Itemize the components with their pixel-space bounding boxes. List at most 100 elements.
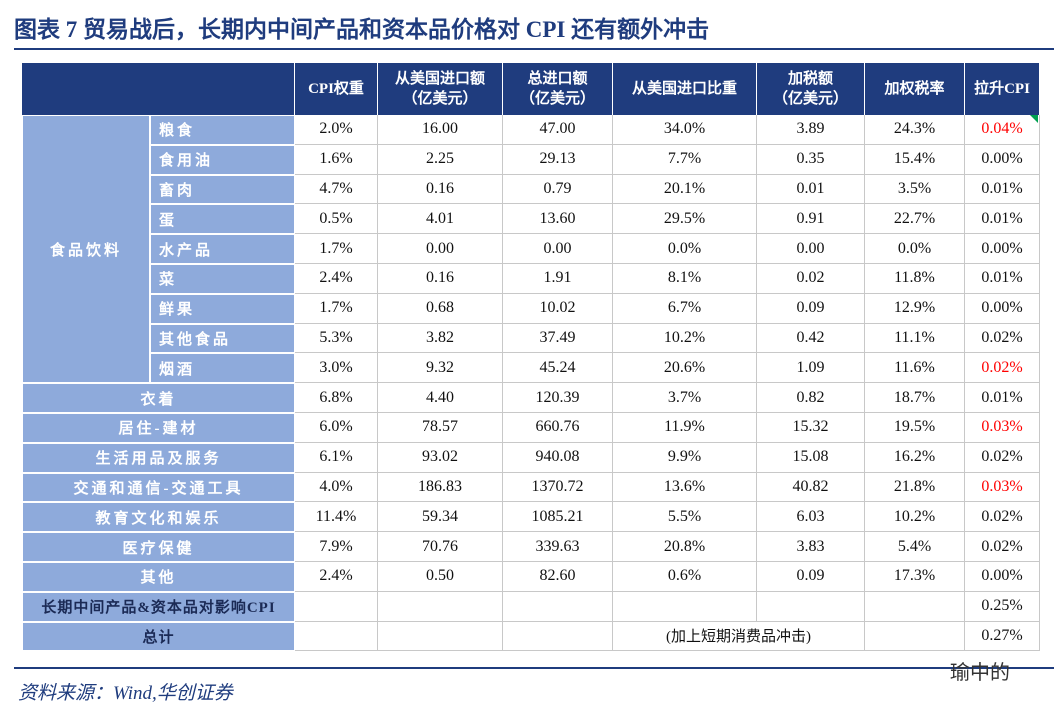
row-label: 食用油 xyxy=(150,144,295,175)
data-cell: 3.7% xyxy=(613,383,757,413)
column-header: CPI权重 xyxy=(295,63,378,115)
data-cell: 13.60 xyxy=(503,204,613,235)
data-cell: 15.4% xyxy=(865,144,965,175)
data-cell: 24.3% xyxy=(865,115,965,145)
header-line: （亿美元） xyxy=(519,91,595,107)
summary-label: 长期中间产品&资本品对影响CPI xyxy=(22,591,295,622)
column-header: 总进口额 （亿美元） xyxy=(503,63,613,115)
data-cell: 0.5% xyxy=(295,204,378,235)
data-cell: 2.4% xyxy=(295,562,378,592)
data-cell: 2.0% xyxy=(295,115,378,145)
data-cell: 19.5% xyxy=(865,413,965,443)
data-cell: 47.00 xyxy=(503,115,613,145)
data-cell: 1.7% xyxy=(295,293,378,324)
header-line: 加税额 xyxy=(787,71,833,87)
data-cell: 0.50 xyxy=(378,562,503,592)
row-label: 交通和通信-交通工具 xyxy=(22,472,295,503)
data-cell: 1.7% xyxy=(295,234,378,264)
data-cell: 0.01% xyxy=(965,383,1040,413)
data-cell: 0.00% xyxy=(965,293,1040,324)
data-cell: 0.00 xyxy=(503,234,613,264)
data-cell: 0.03% xyxy=(965,413,1040,443)
data-cell: 660.76 xyxy=(503,413,613,443)
summary-label: 总计 xyxy=(22,621,295,652)
data-cell: 1.09 xyxy=(757,353,865,384)
data-cell: 6.7% xyxy=(613,293,757,324)
data-cell: 10.02 xyxy=(503,293,613,324)
data-cell: 3.89 xyxy=(757,115,865,145)
data-cell: 0.03% xyxy=(965,472,1040,503)
data-cell: 45.24 xyxy=(503,353,613,384)
data-cell: 0.02% xyxy=(965,353,1040,384)
data-cell: 15.32 xyxy=(757,413,865,443)
data-cell: 8.1% xyxy=(613,264,757,294)
empty-cell xyxy=(865,591,965,622)
data-cell: 186.83 xyxy=(378,472,503,503)
data-cell: 16.2% xyxy=(865,442,965,473)
header-line: 从美国进口额 xyxy=(394,71,485,87)
header-line: （亿美元） xyxy=(402,91,478,107)
data-cell: 11.8% xyxy=(865,264,965,294)
data-cell: 6.03 xyxy=(757,502,865,533)
data-cell: 1.91 xyxy=(503,264,613,294)
data-cell: 6.8% xyxy=(295,383,378,413)
row-label: 衣着 xyxy=(22,383,295,413)
data-cell: 0.16 xyxy=(378,174,503,205)
data-cell: 0.09 xyxy=(757,562,865,592)
data-cell: 7.9% xyxy=(295,532,378,562)
empty-cell xyxy=(378,621,503,652)
data-cell: 3.0% xyxy=(295,353,378,384)
empty-cell xyxy=(757,591,865,622)
data-cell: 18.7% xyxy=(865,383,965,413)
empty-cell xyxy=(295,621,378,652)
column-header: 从美国进口比重 xyxy=(613,63,757,115)
title-rule xyxy=(14,48,1054,50)
data-cell: 0.01% xyxy=(965,174,1040,205)
data-cell: 34.0% xyxy=(613,115,757,145)
data-cell: 0.01% xyxy=(965,204,1040,235)
data-cell: 1.6% xyxy=(295,144,378,175)
data-cell: 93.02 xyxy=(378,442,503,473)
data-cell: 2.4% xyxy=(295,264,378,294)
data-cell: 82.60 xyxy=(503,562,613,592)
data-cell: 29.5% xyxy=(613,204,757,235)
data-cell: 7.7% xyxy=(613,144,757,175)
footer-rule xyxy=(14,667,1054,669)
data-cell: 9.32 xyxy=(378,353,503,384)
data-cell: 29.13 xyxy=(503,144,613,175)
header-corner xyxy=(22,63,295,115)
row-label: 医疗保健 xyxy=(22,532,295,562)
empty-cell xyxy=(295,591,378,622)
data-cell: 0.16 xyxy=(378,264,503,294)
header-line: 拉升CPI xyxy=(974,81,1030,97)
data-cell: 0.91 xyxy=(757,204,865,235)
data-cell: 17.3% xyxy=(865,562,965,592)
data-cell: 4.7% xyxy=(295,174,378,205)
data-cell: 3.5% xyxy=(865,174,965,205)
data-cell: 78.57 xyxy=(378,413,503,443)
header-line: 加权税率 xyxy=(884,81,945,97)
corner-marker xyxy=(1030,115,1038,123)
data-cell: 339.63 xyxy=(503,532,613,562)
row-label: 居住-建材 xyxy=(22,413,295,443)
data-cell: 5.5% xyxy=(613,502,757,533)
data-cell: 5.4% xyxy=(865,532,965,562)
row-label: 烟酒 xyxy=(150,353,295,384)
data-cell: 1085.21 xyxy=(503,502,613,533)
row-label: 生活用品及服务 xyxy=(22,442,295,473)
data-cell: 20.1% xyxy=(613,174,757,205)
data-cell: 0.42 xyxy=(757,323,865,354)
header-line: 总进口额 xyxy=(527,71,588,87)
data-cell: 0.6% xyxy=(613,562,757,592)
data-cell: 3.83 xyxy=(757,532,865,562)
row-label: 教育文化和娱乐 xyxy=(22,502,295,533)
data-cell: 11.1% xyxy=(865,323,965,354)
row-label: 其他 xyxy=(22,562,295,592)
row-label: 其他食品 xyxy=(150,323,295,354)
empty-cell xyxy=(865,621,965,652)
row-label: 菜 xyxy=(150,264,295,294)
summary-result: 0.25% xyxy=(965,591,1040,622)
data-cell: 37.49 xyxy=(503,323,613,354)
data-cell: 6.1% xyxy=(295,442,378,473)
empty-cell xyxy=(378,591,503,622)
